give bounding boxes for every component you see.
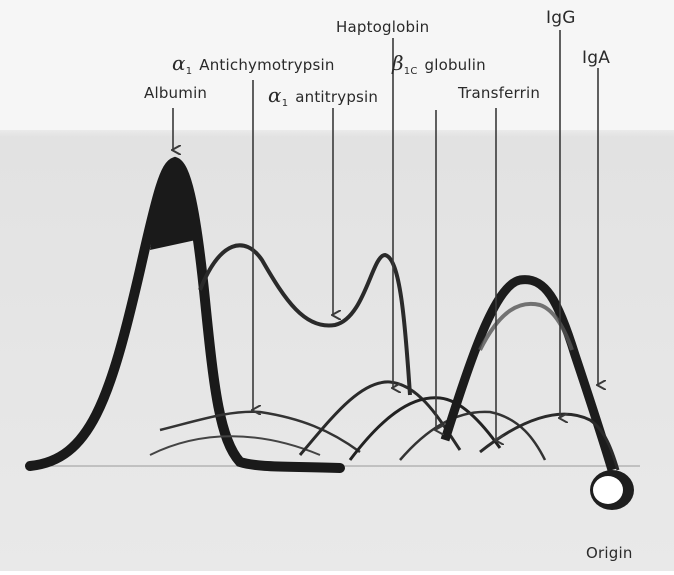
alpha1-antitrypsin-arc xyxy=(198,243,412,396)
albumin-arc xyxy=(25,156,345,473)
beta1c-globulin-label: β1C globulin xyxy=(392,51,486,77)
transferrin-arc xyxy=(399,410,547,461)
iga-label: IgA xyxy=(582,48,611,68)
beta-symbol: β xyxy=(392,51,404,75)
globulin-text: globulin xyxy=(424,56,486,74)
origin-well xyxy=(590,470,634,510)
antichymotrypsin-text: Antichymotrypsin xyxy=(199,56,335,74)
antitrypsin-text: antitrypsin xyxy=(295,88,379,106)
origin-label: Origin xyxy=(586,544,633,562)
alpha-subscript: 1 xyxy=(185,66,193,77)
haptoglobin-arc xyxy=(298,380,462,456)
iga-arc xyxy=(479,412,620,471)
alpha1-antichymotrypsin-label: α1 Antichymotrypsin xyxy=(172,51,335,77)
transferrin-label: Transferrin xyxy=(458,84,541,102)
albumin-label: Albumin xyxy=(144,84,208,102)
alpha-symbol: α xyxy=(268,83,282,107)
alpha-subscript: 1 xyxy=(281,98,289,109)
haptoglobin-label: Haptoglobin xyxy=(336,18,430,36)
alpha-symbol: α xyxy=(172,51,186,75)
upper-label-area xyxy=(0,0,674,130)
beta-subscript: 1C xyxy=(403,66,418,77)
minor-arc-1 xyxy=(149,435,321,456)
igg-label: IgG xyxy=(546,8,576,28)
beta1c-globulin-arc xyxy=(348,396,502,461)
alpha1-antitrypsin-label: α1 antitrypsin xyxy=(268,83,379,109)
